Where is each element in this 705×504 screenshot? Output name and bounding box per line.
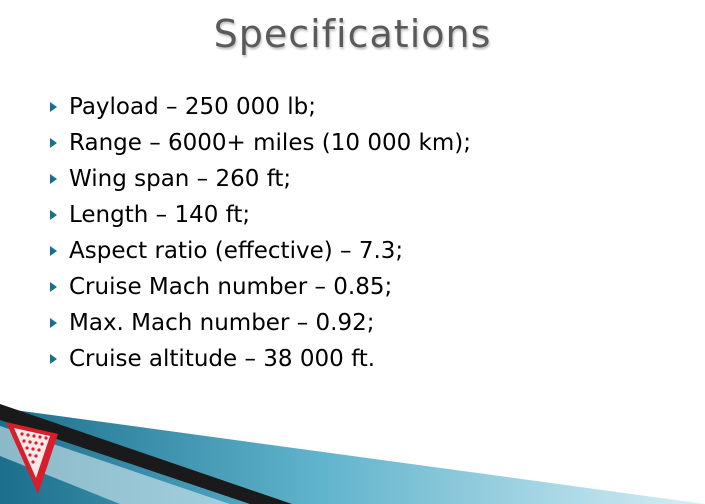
red-triangle-logo-icon xyxy=(6,422,58,494)
teal-swoosh xyxy=(0,408,705,504)
triangle-bullet-icon xyxy=(50,354,57,364)
bullet-item-max-mach: Max. Mach number – 0.92; xyxy=(50,305,471,341)
bullet-text: Cruise Mach number – 0.85; xyxy=(69,274,393,300)
bullet-item-cruise-altitude: Cruise altitude – 38 000 ft. xyxy=(50,341,471,377)
triangle-bullet-icon xyxy=(50,174,57,184)
light-swoosh xyxy=(0,426,230,504)
bullet-item-length: Length – 140 ft; xyxy=(50,197,471,233)
bullet-item-range: Range – 6000+ miles (10 000 km); xyxy=(50,125,471,161)
bullet-text: Range – 6000+ miles (10 000 km); xyxy=(69,130,471,156)
dark-swoosh xyxy=(0,404,292,504)
bullet-text: Wing span – 260 ft; xyxy=(69,166,292,192)
triangle-bullet-icon xyxy=(50,102,57,112)
bullet-text: Max. Mach number – 0.92; xyxy=(69,310,375,336)
slide-footer-decoration xyxy=(0,404,705,504)
bullet-text: Length – 140 ft; xyxy=(69,202,251,228)
bullet-item-wing-span: Wing span – 260 ft; xyxy=(50,161,471,197)
triangle-bullet-icon xyxy=(50,282,57,292)
bullet-text: Cruise altitude – 38 000 ft. xyxy=(69,346,376,372)
bullet-item-payload: Payload – 250 000 lb; xyxy=(50,89,471,125)
slide-title: Specifications xyxy=(213,12,492,56)
triangle-bullet-icon xyxy=(50,318,57,328)
bullet-list: Payload – 250 000 lb; Range – 6000+ mile… xyxy=(50,89,471,377)
bullet-item-cruise-mach: Cruise Mach number – 0.85; xyxy=(50,269,471,305)
bullet-text: Payload – 250 000 lb; xyxy=(69,94,316,120)
triangle-bullet-icon xyxy=(50,138,57,148)
bullet-text: Aspect ratio (effective) – 7.3; xyxy=(69,238,404,264)
triangle-bullet-icon xyxy=(50,246,57,256)
triangle-bullet-icon xyxy=(50,210,57,220)
bullet-item-aspect-ratio: Aspect ratio (effective) – 7.3; xyxy=(50,233,471,269)
